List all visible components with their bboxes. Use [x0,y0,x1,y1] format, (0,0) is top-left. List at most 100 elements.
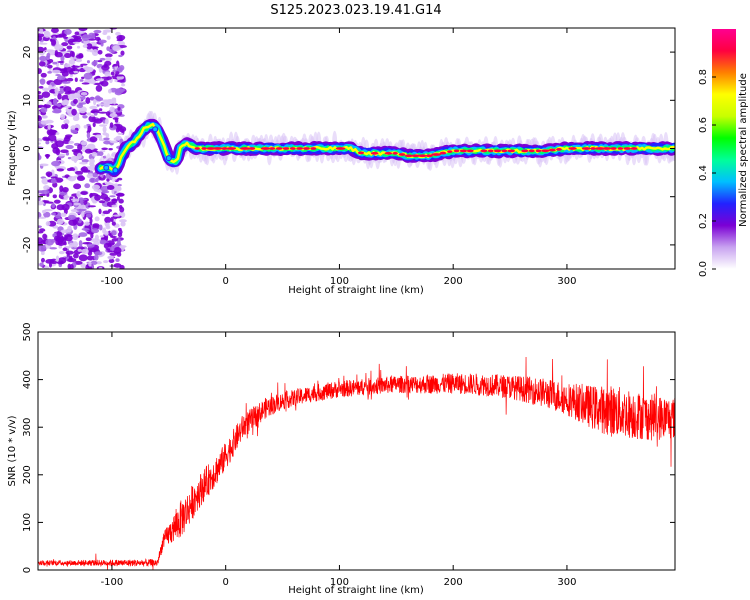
noise-blob [47,124,51,130]
noise-blob [112,45,121,52]
noise-blob [71,148,81,153]
noise-blob [91,151,98,157]
noise-blob [91,228,100,234]
y-tick-label: 0 [22,567,33,573]
noise-blob [52,98,58,105]
noise-blob [104,216,112,224]
ridge-core [507,149,516,153]
noise-blob [53,235,61,242]
noise-blob [85,237,92,242]
noise-blob [56,230,63,238]
noise-blob [38,142,41,145]
noise-blob [97,103,106,106]
noise-blob [52,194,57,199]
noise-blob [58,245,63,249]
ridge-core [260,147,271,150]
noise-blob [53,199,61,204]
noise-blob [60,212,67,217]
ridge-core [556,147,562,151]
noise-blob [81,227,90,231]
noise-blob [120,221,126,227]
noise-blob [67,157,72,160]
noise-blob [92,172,98,178]
noise-blob [57,257,67,264]
noise-blob [48,59,54,63]
noise-blob [42,209,47,214]
ridge-core [302,147,310,150]
ridge-core [610,147,617,150]
noise-blob [113,183,119,186]
noise-blob [40,257,45,263]
noise-blob [109,106,115,113]
noise-blob [87,266,93,269]
noise-blob [98,108,103,112]
noise-blob [95,84,103,92]
noise-blob [77,97,82,104]
ridge-core [398,153,406,156]
ridge-core [213,147,223,150]
colorbar-tick-label: 0.4 [698,165,709,181]
noise-blob [82,169,91,173]
noise-blob [111,221,116,226]
noise-blob [67,263,72,269]
noise-blob [45,259,55,264]
noise-blob [81,76,85,80]
noise-blob [107,88,112,94]
noise-blob [66,45,73,50]
noise-blob [109,122,114,128]
noise-blob [99,239,107,244]
noise-blob [46,64,53,69]
noise-blob [89,218,93,224]
noise-blob [45,238,54,246]
noise-blob [75,54,84,59]
noise-blob [118,204,123,209]
spectrogram-marks [38,28,675,269]
spectrogram-x-label: Height of straight line (km) [288,285,424,296]
ridge-node [103,164,110,171]
noise-blob [50,212,57,216]
noise-blob [40,120,49,125]
noise-blob [92,200,97,204]
noise-blob [58,250,65,255]
ridge-core [404,154,413,158]
noise-blob [40,251,45,256]
snr-x-ticks: -100 0 100 200 300 [101,332,576,588]
y-tick-label: 0 [22,145,33,151]
noise-blob [70,168,76,171]
noise-blob [61,70,69,77]
noise-blob [91,184,101,190]
noise-blob [95,97,104,102]
ridge-core [501,149,508,153]
noise-blob [48,129,58,136]
noise-blob [43,30,51,38]
noise-blob [108,147,113,151]
ridge-core [206,147,216,150]
noise-blob [43,265,50,269]
noise-blob [38,90,42,95]
noise-blob [78,254,88,262]
noise-blob [73,202,80,206]
noise-blob [86,255,94,261]
noise-blob [51,28,59,33]
noise-blob [113,63,118,67]
ridge-core [623,147,631,150]
noise-blob [74,77,78,82]
spectrogram-y-ticks: -20 -10 0 10 20 [22,46,675,253]
noise-blob [106,184,115,191]
noise-blob [50,176,58,179]
noise-blob [76,45,81,49]
noise-blob [73,98,78,104]
noise-blob [38,115,42,122]
noise-blob [97,49,103,55]
noise-blob [75,35,82,40]
colorbar: 0.0 0.2 0.4 0.6 0.8 Normalized spectral ampl… [698,29,749,277]
noise-blob [67,258,77,263]
ridge-core [521,149,529,153]
noise-blob [83,66,90,71]
noise-blob [78,28,88,32]
ridge-node [165,155,172,162]
noise-blob [55,132,60,135]
noise-blob [62,99,69,105]
noise-blob [56,218,64,225]
noise-blob [63,53,72,59]
